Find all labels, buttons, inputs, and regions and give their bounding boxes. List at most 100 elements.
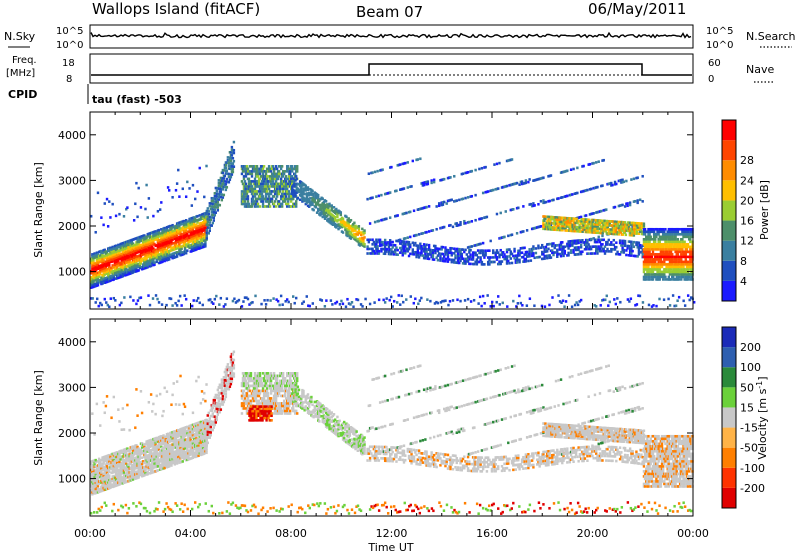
- echo-cell: [114, 252, 118, 256]
- echo-cell: [681, 230, 684, 234]
- echo-cell: [320, 299, 324, 302]
- echo-cell: [200, 223, 204, 227]
- echo-cell: [321, 197, 324, 201]
- echo-cell: [184, 227, 188, 230]
- echo-cell: [205, 223, 208, 227]
- echo-cell: [216, 208, 220, 212]
- echo-cell: [562, 245, 565, 249]
- echo-cell: [271, 165, 275, 168]
- echo-cell: [643, 232, 647, 236]
- echo-cell: [128, 262, 131, 265]
- echo-cell: [416, 244, 420, 248]
- echo-cell: [110, 268, 113, 272]
- echo-cell: [411, 241, 414, 245]
- echo-cell: [205, 217, 208, 221]
- echo-cell: [567, 294, 571, 297]
- echo-cell: [301, 193, 304, 196]
- echo-cell: [419, 247, 422, 250]
- echo-cell: [458, 261, 461, 265]
- echo-cell: [524, 181, 528, 185]
- echo-cell: [466, 170, 470, 174]
- echo-cell: [289, 200, 293, 203]
- echo-cell: [268, 205, 272, 208]
- echo-cell: [132, 258, 136, 262]
- echo-cell: [547, 247, 550, 251]
- echo-cell: [215, 197, 219, 201]
- echo-cell: [611, 220, 614, 223]
- echo-cell: [284, 177, 288, 181]
- echo-cell: [388, 241, 392, 245]
- echo-cell: [524, 257, 528, 261]
- echo-cell: [385, 247, 388, 251]
- echo-cell: [340, 221, 344, 224]
- echo-cell: [142, 242, 145, 246]
- echo-cell: [584, 243, 588, 246]
- echo-cell: [623, 242, 627, 245]
- echo-cell: [409, 252, 412, 256]
- echo-cell: [573, 192, 577, 195]
- echo-cell: [635, 241, 638, 244]
- echo-cell: [221, 196, 225, 199]
- echo-cell: [229, 159, 233, 162]
- echo-cell: [128, 249, 131, 253]
- echo-cell: [250, 187, 254, 191]
- echo-cell: [205, 221, 208, 225]
- echo-cell: [459, 259, 462, 263]
- echo-cell: [100, 280, 103, 284]
- echo-cell: [680, 278, 683, 281]
- echo-cell: [381, 240, 384, 244]
- echo-cell: [619, 300, 622, 304]
- echo-cell: [621, 248, 624, 252]
- echo-cell: [217, 184, 221, 188]
- echo-cell: [566, 194, 569, 198]
- echo-cell: [668, 240, 672, 244]
- echo-cell: [127, 270, 130, 274]
- echo-cell: [280, 205, 284, 208]
- echo-cell: [426, 180, 430, 183]
- echo-cell: [598, 210, 602, 213]
- echo-cell: [448, 224, 451, 227]
- echo-cell: [625, 202, 628, 206]
- echo-cell: [630, 251, 633, 255]
- echo-cell: [231, 167, 235, 171]
- echo-cell: [163, 249, 166, 252]
- echo-cell: [642, 265, 646, 269]
- echo-cell: [174, 232, 178, 236]
- echo-cell: [641, 174, 644, 178]
- echo-cell: [378, 169, 382, 172]
- echo-cell: [359, 233, 363, 237]
- echo-cell: [641, 255, 644, 259]
- echo-cell: [300, 187, 303, 191]
- echo-cell: [205, 228, 208, 232]
- echo-cell: [295, 296, 298, 300]
- echo-cell: [314, 205, 318, 209]
- echo-cell: [515, 256, 519, 260]
- echo-cell: [137, 186, 140, 190]
- echo-cell: [219, 296, 223, 300]
- echo-cell: [319, 204, 322, 208]
- echo-cell: [600, 245, 603, 248]
- echo-cell: [488, 256, 491, 259]
- echo-cell: [488, 258, 491, 262]
- echo-cell: [608, 300, 611, 304]
- echo-cell: [539, 177, 543, 180]
- echo-cell: [376, 245, 379, 248]
- echo-cell: [440, 248, 443, 251]
- echo-cell: [446, 253, 450, 257]
- echo-cell: [537, 202, 540, 206]
- echo-cell: [544, 227, 547, 231]
- echo-cell: [362, 237, 365, 241]
- echo-cell: [371, 252, 374, 255]
- echo-cell: [475, 253, 479, 257]
- echo-cell: [525, 304, 529, 307]
- echo-cell: [431, 255, 435, 259]
- echo-cell: [370, 247, 373, 251]
- echo-cell: [331, 303, 334, 306]
- echo-cell: [306, 188, 310, 192]
- echo-cell: [170, 228, 173, 232]
- echo-cell: [381, 243, 384, 247]
- echo-cell: [589, 252, 593, 255]
- echo-cell: [509, 250, 512, 254]
- echo-cell: [383, 192, 387, 196]
- echo-cell: [502, 251, 505, 254]
